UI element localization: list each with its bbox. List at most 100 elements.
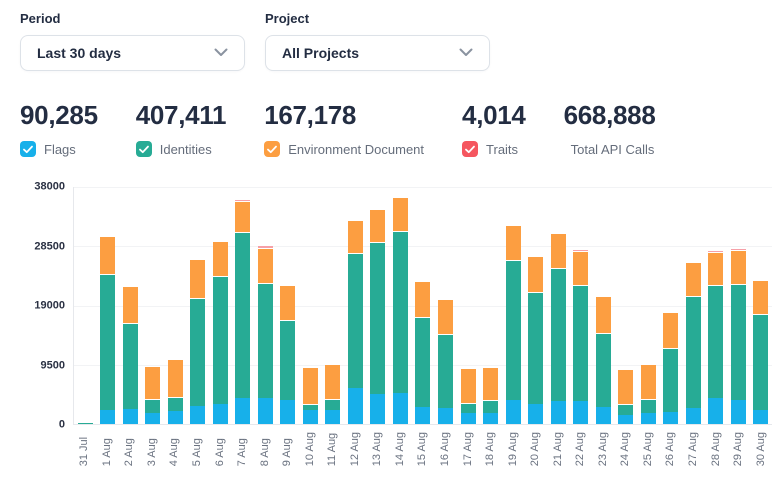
environment-document-checkbox[interactable]: [264, 141, 281, 157]
identities-segment: [685, 297, 701, 409]
flags-segment: [685, 408, 701, 424]
x-tick-13-aug: 13 Aug: [371, 432, 384, 467]
flags-segment: [595, 406, 611, 424]
environment-document-segment: [370, 210, 386, 244]
traits-segment: [257, 246, 273, 249]
identities-segment: [392, 232, 408, 394]
flags-count: 90,285: [20, 100, 98, 130]
bar-26-aug: [659, 187, 682, 424]
bar-11-aug: [322, 187, 345, 424]
identities-segment: [77, 422, 93, 424]
bar-27-aug: [682, 187, 705, 424]
flags-segment: [235, 398, 251, 424]
chevron-down-icon: [459, 44, 473, 62]
api-usage-chart: 38000 28500 19000 9500 0: [20, 181, 772, 430]
identities-segment: [753, 314, 769, 410]
x-axis-labels: 31 Jul 1 Aug 2 Aug 3 Aug 4 Aug 5 Aug 6 Aug 7 Au…: [73, 432, 772, 466]
traits-segment: [505, 224, 521, 227]
checkmark-icon: [267, 145, 278, 153]
project-dropdown[interactable]: All Projects: [265, 35, 490, 71]
flags-segment: [483, 412, 499, 424]
traits-segment: [708, 250, 724, 254]
bar-14-aug: [389, 187, 412, 424]
flags-segment: [415, 407, 431, 424]
environment-document-segment: [438, 299, 453, 336]
x-tick-29-aug: 29 Aug: [732, 432, 745, 467]
total-api-calls-label: Total API Calls: [570, 141, 655, 157]
bar-29-aug: [727, 187, 750, 424]
filters-row: Period Last 30 days Project All Projects: [20, 10, 772, 71]
identities-segment: [325, 400, 341, 410]
bar-30-aug: [749, 187, 772, 424]
environment-document-segment: [730, 250, 746, 286]
x-tick-18-aug: 18 Aug: [484, 432, 497, 467]
flags-segment: [145, 413, 161, 424]
x-tick-15-aug: 15 Aug: [416, 432, 429, 467]
identities-segment: [190, 298, 206, 406]
traits-segment: [235, 200, 251, 202]
environment-document-segment: [550, 233, 566, 269]
bar-4-aug: [164, 187, 187, 424]
flags-segment: [257, 398, 273, 424]
x-tick-9-aug: 9 Aug: [281, 438, 294, 467]
y-tick: 0: [58, 418, 65, 431]
x-tick-25-aug: 25 Aug: [641, 432, 654, 467]
identities-segment: [370, 243, 386, 394]
traits-checkbox[interactable]: [462, 141, 479, 157]
identities-segment: [528, 293, 544, 405]
project-label: Project: [265, 11, 310, 26]
environment-document-segment: [460, 368, 476, 405]
checkmark-icon: [465, 145, 475, 153]
identities-segment: [618, 405, 634, 415]
y-tick: 19000: [34, 299, 65, 312]
bar-17-aug: [457, 187, 480, 424]
environment-document-segment: [685, 263, 701, 298]
stat-environment-document: 167,178 Environment Document: [264, 101, 424, 157]
traits-count: 4,014: [462, 100, 526, 130]
x-tick-6-aug: 6 Aug: [213, 438, 226, 467]
environment-document-segment: [235, 201, 251, 234]
flags-segment: [190, 405, 206, 424]
identities-segment: [595, 334, 611, 407]
stats-row: 90,285 Flags 407,411 Identities 167,178: [20, 101, 772, 157]
flags-segment: [460, 413, 476, 424]
identities-segment: [100, 274, 116, 410]
stat-traits: 4,014 Traits: [462, 101, 526, 157]
flags-segment: [550, 400, 566, 424]
identities-checkbox[interactable]: [135, 141, 152, 157]
y-tick: 28500: [34, 240, 65, 252]
bar-5-aug: [187, 187, 210, 424]
identities-label: Identities: [159, 141, 212, 157]
identities-segment: [640, 400, 656, 414]
period-filter: Period Last 30 days: [20, 10, 245, 71]
flags-label: Flags: [44, 141, 76, 157]
flags-checkbox[interactable]: [20, 141, 36, 157]
checkmark-icon: [138, 145, 149, 153]
flags-segment: [302, 410, 318, 424]
flags-segment: [505, 400, 521, 424]
environment-document-segment: [753, 280, 769, 315]
y-tick: 9500: [40, 359, 65, 371]
bar-25-aug: [637, 187, 660, 424]
identities-segment: [730, 285, 746, 400]
environment-document-segment: [347, 220, 363, 255]
identities-segment: [460, 404, 476, 414]
bar-24-aug: [614, 187, 637, 424]
identities-segment: [573, 285, 589, 401]
y-axis: 38000 28500 19000 9500 0: [20, 181, 73, 430]
environment-document-segment: [190, 260, 206, 299]
bar-12-aug: [344, 187, 367, 424]
bar-18-aug: [479, 187, 502, 424]
identities-segment: [257, 283, 273, 399]
x-tick-19-aug: 19 Aug: [506, 432, 519, 467]
identities-segment: [122, 324, 138, 409]
x-tick-2-aug: 2 Aug: [123, 438, 136, 467]
period-dropdown[interactable]: Last 30 days: [20, 35, 245, 71]
x-tick-8-aug: 8 Aug: [258, 438, 271, 467]
environment-document-segment: [528, 257, 544, 294]
environment-document-segment: [663, 312, 679, 350]
environment-document-segment: [257, 248, 273, 284]
x-tick-27-aug: 27 Aug: [687, 432, 700, 467]
environment-document-count: 167,178: [264, 100, 357, 130]
identities-count: 407,411: [135, 100, 227, 130]
